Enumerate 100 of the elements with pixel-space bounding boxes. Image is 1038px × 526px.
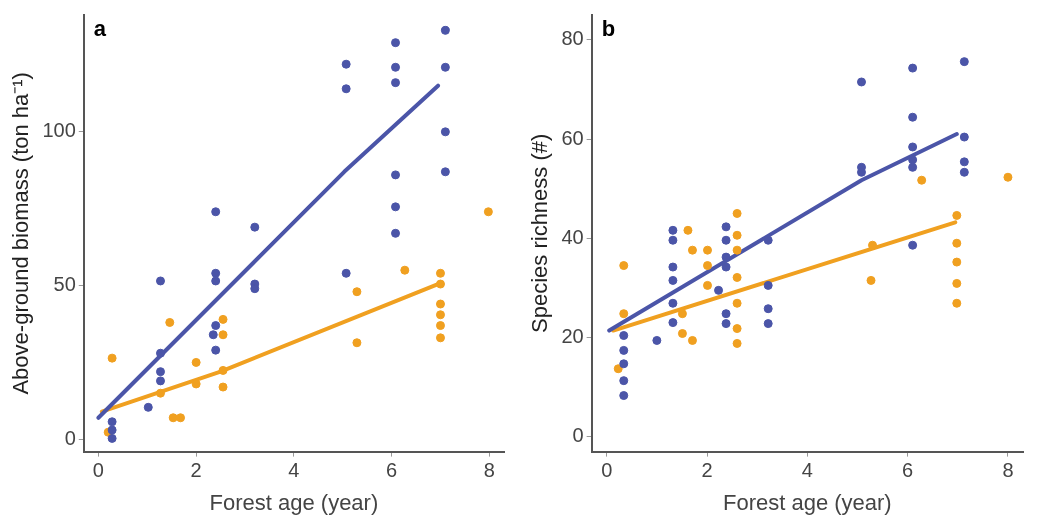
point bbox=[732, 338, 742, 348]
point bbox=[668, 298, 678, 308]
point bbox=[703, 261, 713, 271]
point bbox=[435, 333, 445, 343]
point bbox=[613, 364, 623, 374]
point bbox=[341, 268, 351, 278]
point bbox=[952, 257, 962, 267]
point bbox=[107, 353, 117, 363]
x-axis-title: Forest age (year) bbox=[722, 489, 892, 515]
point bbox=[1003, 172, 1013, 182]
chart-title: a bbox=[93, 16, 107, 42]
point bbox=[732, 324, 742, 334]
point bbox=[440, 25, 450, 35]
y-tick-label: 50 bbox=[53, 273, 76, 296]
x-tick-label: 0 bbox=[92, 459, 104, 482]
point bbox=[619, 309, 629, 319]
point bbox=[391, 170, 401, 180]
x-tick-label: 8 bbox=[1002, 459, 1014, 482]
x-tick-label: 4 bbox=[288, 459, 300, 482]
y-tick-label: 20 bbox=[561, 325, 584, 347]
point bbox=[218, 330, 228, 340]
x-tick-label: 6 bbox=[902, 459, 914, 482]
point bbox=[483, 207, 493, 217]
point bbox=[440, 62, 450, 72]
point bbox=[435, 310, 445, 320]
point bbox=[683, 225, 693, 235]
point bbox=[732, 272, 742, 282]
point bbox=[391, 62, 401, 72]
point bbox=[155, 388, 165, 398]
point bbox=[668, 318, 678, 328]
point bbox=[341, 84, 351, 94]
point bbox=[908, 162, 918, 172]
x-tick-label: 0 bbox=[601, 459, 613, 482]
point bbox=[155, 367, 165, 377]
point bbox=[952, 238, 962, 248]
y-tick-label: 0 bbox=[572, 424, 584, 447]
point bbox=[619, 359, 629, 369]
point bbox=[400, 265, 410, 275]
point bbox=[908, 155, 918, 165]
point bbox=[952, 278, 962, 288]
point bbox=[866, 275, 876, 285]
y-tick-label: 40 bbox=[561, 225, 584, 248]
point bbox=[352, 338, 362, 348]
point bbox=[250, 222, 260, 232]
point bbox=[721, 319, 731, 329]
point bbox=[391, 78, 401, 88]
point bbox=[732, 230, 742, 240]
point bbox=[763, 304, 773, 314]
point bbox=[107, 417, 117, 427]
point bbox=[165, 317, 175, 327]
point bbox=[668, 275, 678, 285]
point bbox=[208, 330, 218, 340]
point bbox=[619, 345, 629, 355]
y-tick-label: 80 bbox=[561, 27, 584, 50]
point bbox=[435, 268, 445, 278]
point bbox=[435, 321, 445, 331]
x-tick-label: 6 bbox=[386, 459, 398, 482]
point bbox=[763, 235, 773, 245]
point bbox=[218, 314, 228, 324]
point bbox=[721, 252, 731, 262]
y-tick-label: 0 bbox=[64, 426, 76, 449]
y-tick-label: 100 bbox=[42, 119, 76, 142]
point bbox=[107, 425, 117, 435]
point bbox=[908, 240, 918, 250]
point bbox=[959, 57, 969, 67]
point bbox=[440, 167, 450, 177]
point bbox=[908, 112, 918, 122]
x-tick-label: 2 bbox=[701, 459, 713, 482]
y-axis-title: Above-ground biomass (ton ha⁻¹) bbox=[8, 72, 34, 395]
point bbox=[211, 207, 221, 217]
point bbox=[959, 167, 969, 177]
point bbox=[619, 331, 629, 340]
point bbox=[211, 268, 221, 278]
point bbox=[211, 321, 221, 331]
point bbox=[168, 413, 178, 423]
point bbox=[352, 287, 362, 297]
point bbox=[211, 276, 221, 286]
point bbox=[155, 376, 165, 386]
y-axis-title: Species richness (#) bbox=[527, 133, 553, 333]
point bbox=[908, 142, 918, 152]
point bbox=[763, 280, 773, 290]
point bbox=[155, 276, 165, 286]
point bbox=[714, 285, 724, 295]
point bbox=[721, 262, 731, 272]
y-tick-label: 60 bbox=[561, 126, 584, 149]
point bbox=[952, 210, 962, 220]
point bbox=[435, 299, 445, 309]
point bbox=[668, 225, 678, 235]
point bbox=[687, 335, 697, 345]
point bbox=[391, 228, 401, 238]
point bbox=[218, 382, 228, 392]
point bbox=[856, 77, 866, 87]
point bbox=[721, 309, 731, 319]
point bbox=[763, 319, 773, 329]
point bbox=[211, 345, 221, 355]
point bbox=[619, 376, 629, 386]
chart-title: b bbox=[601, 16, 616, 42]
point bbox=[732, 208, 742, 218]
point bbox=[391, 202, 401, 212]
point bbox=[952, 298, 962, 308]
